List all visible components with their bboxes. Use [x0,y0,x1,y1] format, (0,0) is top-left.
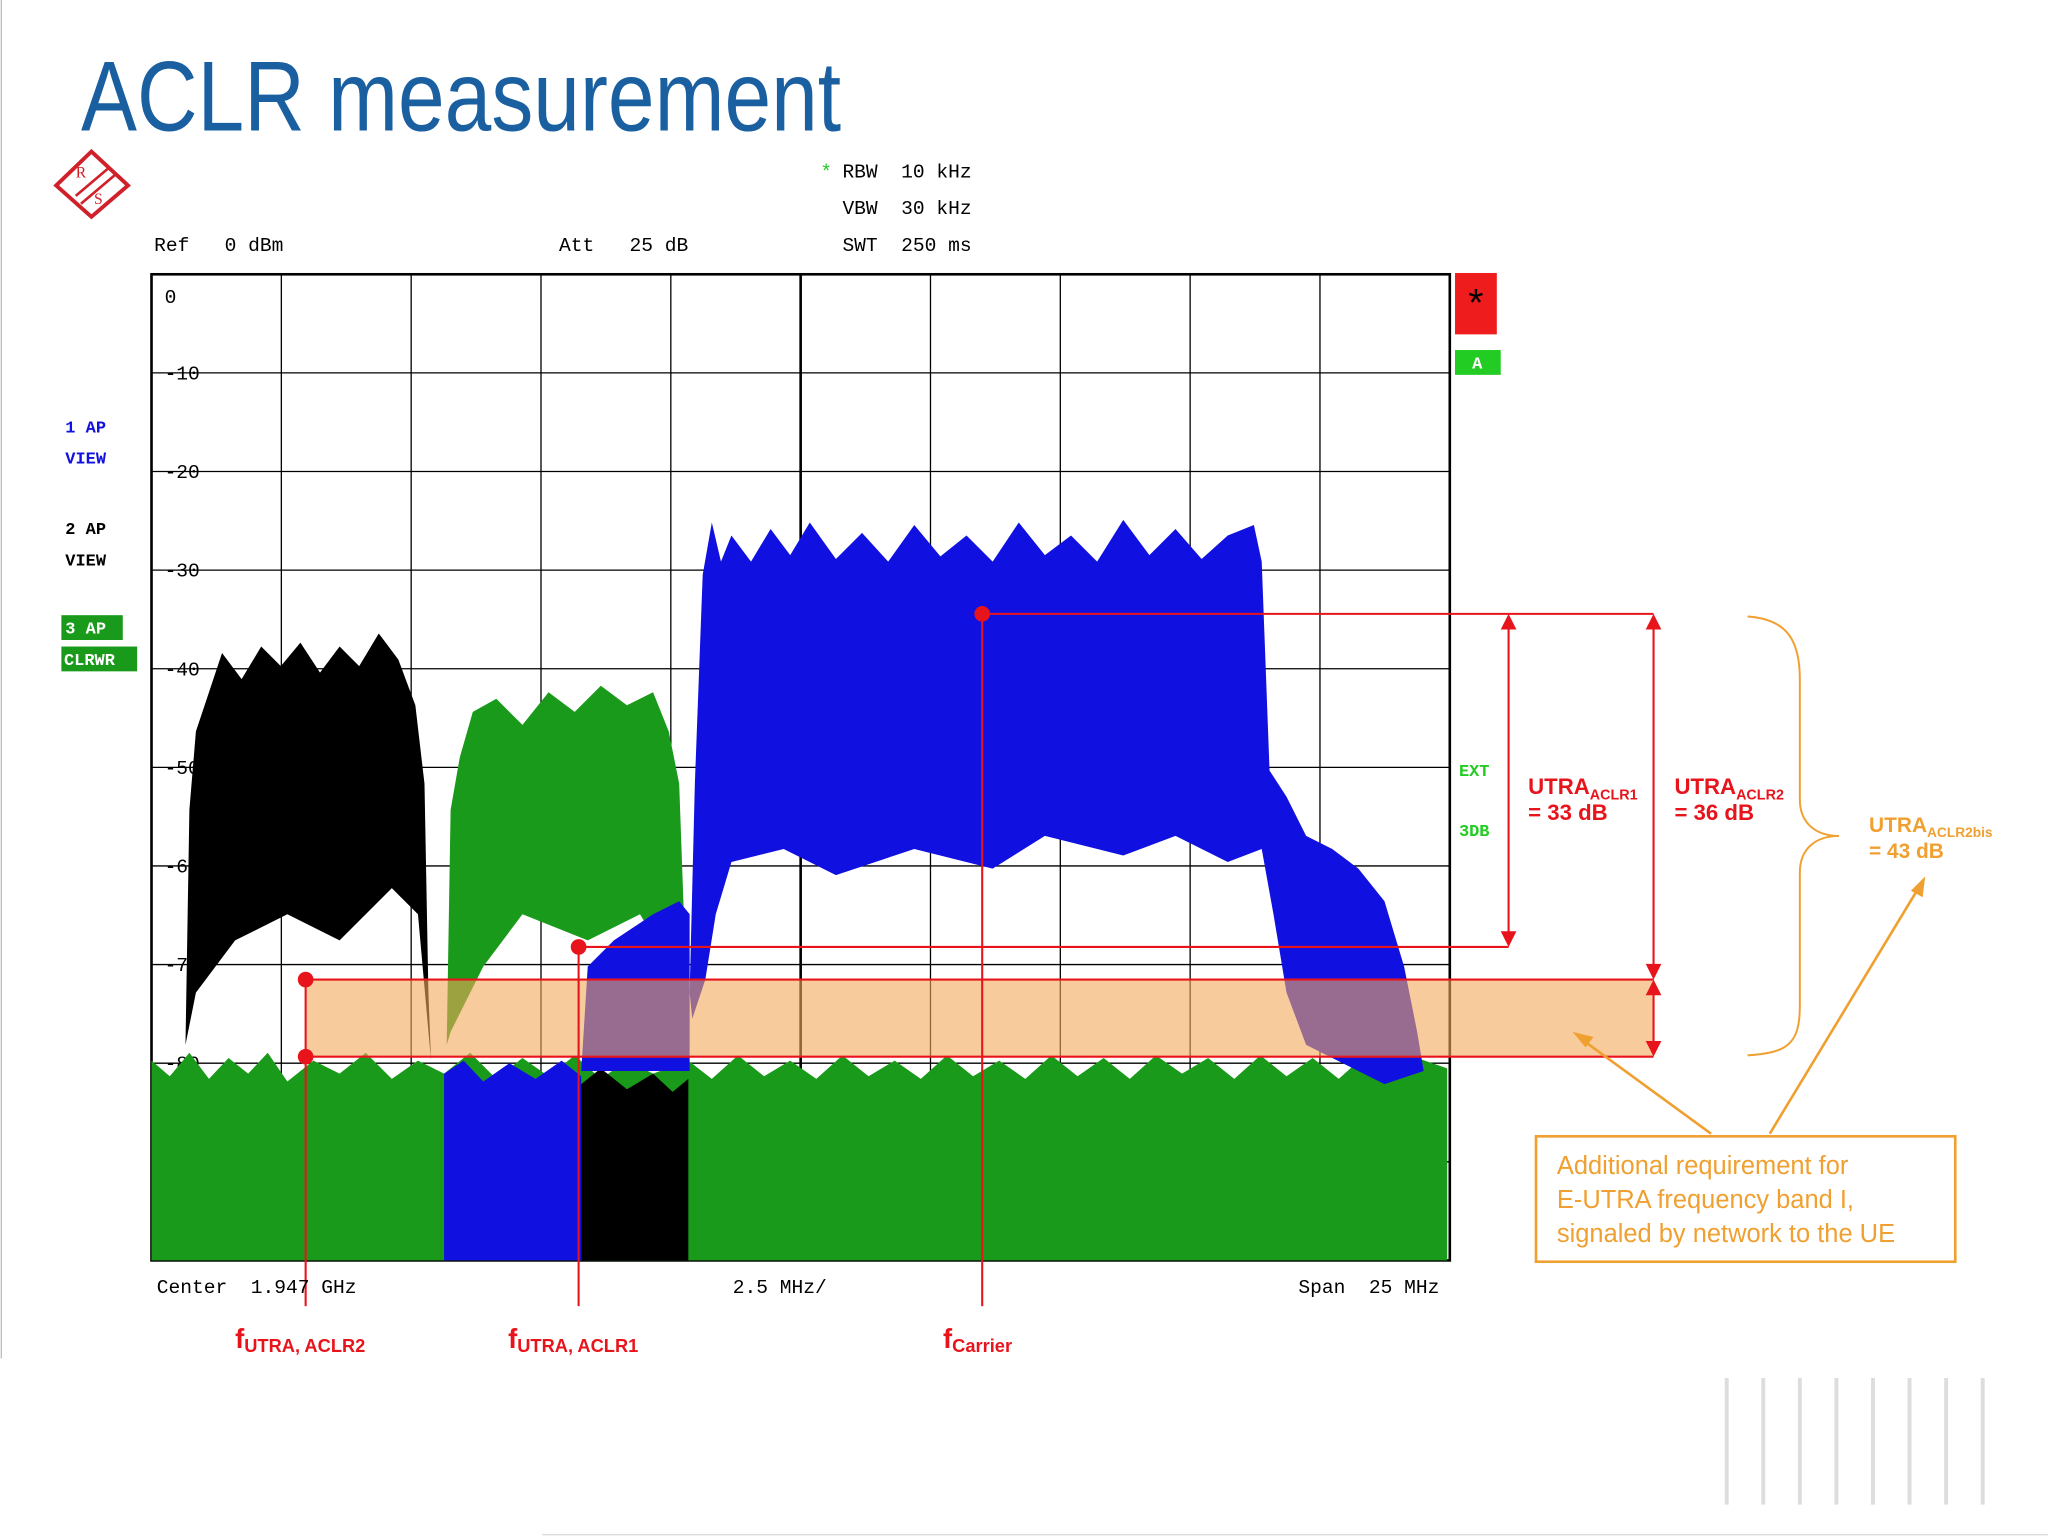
logo: R S [53,148,131,220]
svg-text:R: R [76,165,87,182]
ext-label: EXT [1459,763,1490,782]
trace-label: 2 AP [65,521,106,540]
ref-level: Ref 0 dBm [154,235,283,257]
trace-2 [185,633,432,1061]
trace-mode: VIEW [65,451,107,470]
f-aclr2: fUTRA, ACLR2 [235,1323,365,1356]
aclr-annotations: Additional requirement for E-UTRA freque… [235,606,1993,1356]
aclr1-value: = 33 dB [1528,800,1608,825]
status-box [1455,272,1497,335]
db3-label: 3DB [1459,823,1490,842]
y-tick-label: 0 [165,287,177,309]
swt: SWT 250 ms [842,235,971,257]
y-tick-label: -20 [165,462,200,484]
vbw: VBW 30 kHz [842,198,971,220]
trace-label: 1 AP [65,419,106,438]
aclr1-label: UTRAACLR1 [1528,774,1638,803]
title: ACLR measurement [81,42,841,153]
decoration [1724,1377,1985,1505]
trace-3 [446,685,686,1045]
y-tick-label: -30 [165,561,200,583]
trace-label: 3 AP [65,620,106,639]
trace-mode-box [1455,350,1501,375]
trace-badge [61,615,123,640]
aclr2-value: = 36 dB [1674,800,1754,825]
y-tick-label: -10 [165,363,200,385]
center-frequency: Center 1.947 GHz [157,1277,357,1299]
svg-text:S: S [94,191,103,208]
noise-floor [151,1052,1448,1261]
attenuation: Att 25 dB [559,235,688,257]
aclr2bis-label: UTRAACLR2bis [1869,814,1993,840]
trace-mode: VIEW [65,553,107,572]
y-tick-label: -40 [165,659,200,681]
y-tick-label: -50 [165,758,200,780]
f-aclr1: fUTRA, ACLR1 [508,1323,638,1356]
requirement-box [1534,1135,1957,1264]
noise-floor-black [581,1068,689,1261]
noise-floor-blue [444,1060,582,1261]
status: * [1468,282,1483,325]
trace-badge [61,646,138,672]
rbw: RBW 10 kHz [842,162,971,184]
division: 2.5 MHz/ [733,1277,827,1299]
span: Span 25 MHz [1298,1277,1439,1299]
trace-mode: CLRWR [64,652,116,671]
trace-mode: A [1472,355,1483,374]
requirement-text: signaled by network to the UE [1557,1220,1895,1248]
rbw-marker: * [820,162,832,184]
requirement-text: Additional requirement for [1557,1152,1849,1180]
aclr2-label: UTRAACLR2 [1674,774,1784,803]
f-carrier: fCarrier [943,1323,1012,1356]
brace [1747,615,1840,1057]
traces [151,519,1448,1261]
trace-1 [689,519,1424,1085]
aclr2bis-value: = 43 dB [1869,840,1944,863]
requirement-text: E-UTRA frequency band I, [1557,1186,1854,1214]
aclr2bis-band [305,979,1654,1057]
